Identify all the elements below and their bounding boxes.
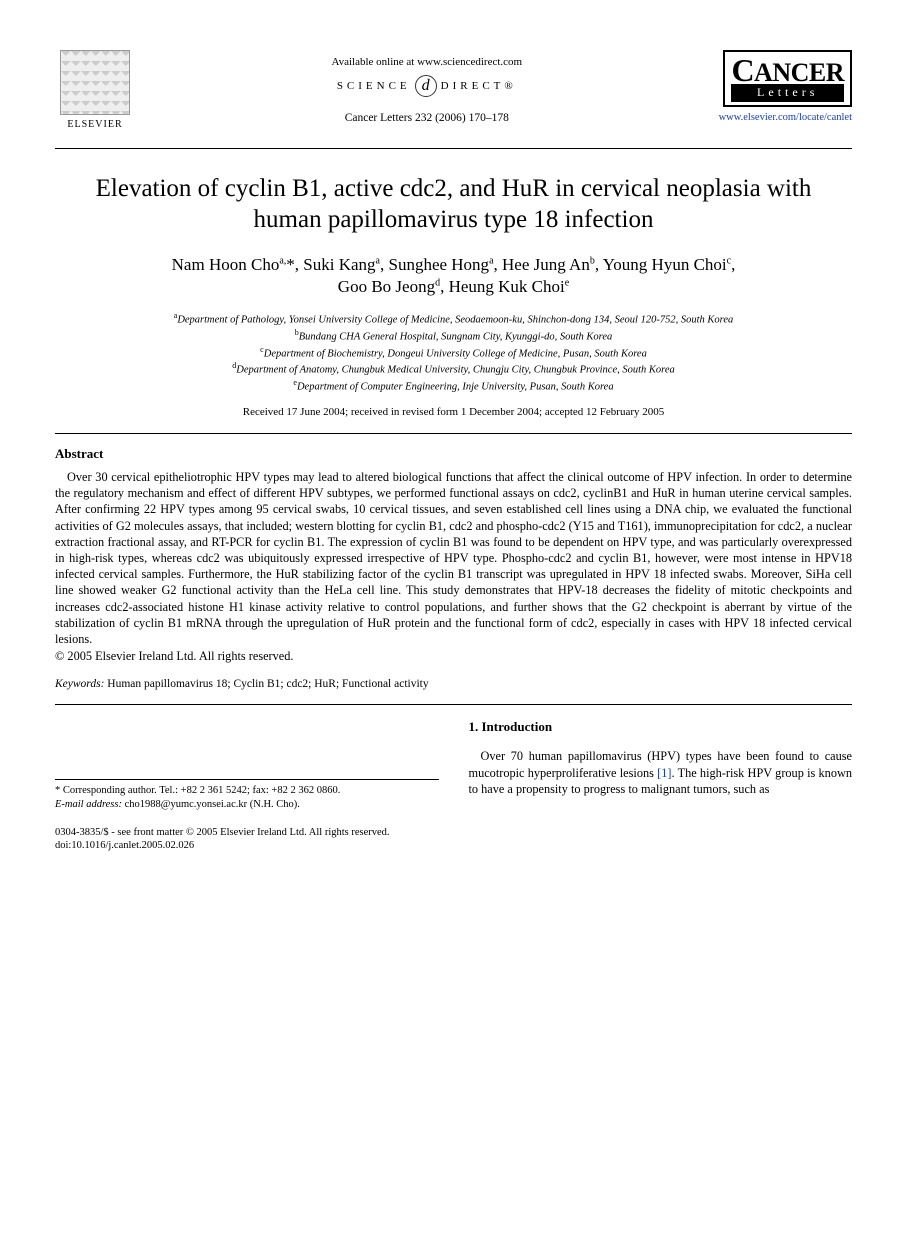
publisher-name: ELSEVIER [67,118,122,131]
affiliation-d: dDepartment of Anatomy, Chungbuk Medical… [55,361,852,378]
introduction-heading: 1. Introduction [469,719,853,736]
journal-title-box: CANCER Letters [723,50,852,107]
affiliation-c: cDepartment of Biochemistry, Dongeui Uni… [55,345,852,362]
science-word: SCIENCE [337,79,411,93]
keywords-text: Human papillomavirus 18; Cyclin B1; cdc2… [104,678,428,690]
email-value[interactable]: cho1988@yumc.yonsei.ac.kr (N.H. Cho). [122,799,300,810]
right-column: 1. Introduction Over 70 human papillomav… [469,719,853,811]
author-list: Nam Hoon Choa,*, Suki Kanga, Sunghee Hon… [85,254,822,300]
direct-word: DIRECT® [441,79,517,93]
sciencedirect-logo: SCIENCE d DIRECT® [337,75,517,97]
sciencedirect-d-icon: d [415,75,437,97]
reference-link-1[interactable]: [1] [657,766,671,780]
affiliation-b: bBundang CHA General Hospital, Sungnam C… [55,328,852,345]
available-online-text: Available online at www.sciencedirect.co… [135,55,719,69]
corresponding-email: E-mail address: cho1988@yumc.yonsei.ac.k… [55,798,439,812]
publisher-logo: ELSEVIER [55,50,135,140]
journal-logo-block: CANCER Letters www.elsevier.com/locate/c… [719,50,852,124]
corresponding-author-line: * Corresponding author. Tel.: +82 2 361 … [55,784,439,798]
introduction-body: Over 70 human papillomavirus (HPV) types… [469,748,853,798]
abstract-copyright: © 2005 Elsevier Ireland Ltd. All rights … [55,649,852,665]
body-columns: * Corresponding author. Tel.: +82 2 361 … [55,719,852,811]
abstract-heading: Abstract [55,446,852,463]
affiliation-e: eDepartment of Computer Engineering, Inj… [55,378,852,395]
rule-above-abstract [55,433,852,434]
email-label: E-mail address: [55,799,122,810]
article-history: Received 17 June 2004; received in revis… [55,405,852,419]
journal-url[interactable]: www.elsevier.com/locate/canlet [719,111,852,125]
footer-doi: doi:10.1016/j.canlet.2005.02.026 [55,839,852,853]
abstract-body: Over 30 cervical epitheliotrophic HPV ty… [55,469,852,647]
article-title: Elevation of cyclin B1, active cdc2, and… [75,173,832,236]
page-footer: 0304-3835/$ - see front matter © 2005 El… [55,826,852,853]
keywords-line: Keywords: Human papillomavirus 18; Cycli… [55,677,852,692]
affiliations: aDepartment of Pathology, Yonsei Univers… [55,311,852,394]
left-column: * Corresponding author. Tel.: +82 2 361 … [55,719,439,811]
page-header: ELSEVIER Available online at www.science… [55,50,852,140]
footer-front-matter: 0304-3835/$ - see front matter © 2005 El… [55,826,852,840]
rule-below-keywords [55,704,852,705]
elsevier-tree-icon [60,50,130,115]
keywords-label: Keywords: [55,678,104,690]
header-rule [55,148,852,149]
header-center: Available online at www.sciencedirect.co… [135,50,719,126]
affiliation-a: aDepartment of Pathology, Yonsei Univers… [55,311,852,328]
journal-title-top: CANCER [731,54,844,86]
corresponding-footnote: * Corresponding author. Tel.: +82 2 361 … [55,779,439,811]
citation-line: Cancer Letters 232 (2006) 170–178 [135,111,719,126]
